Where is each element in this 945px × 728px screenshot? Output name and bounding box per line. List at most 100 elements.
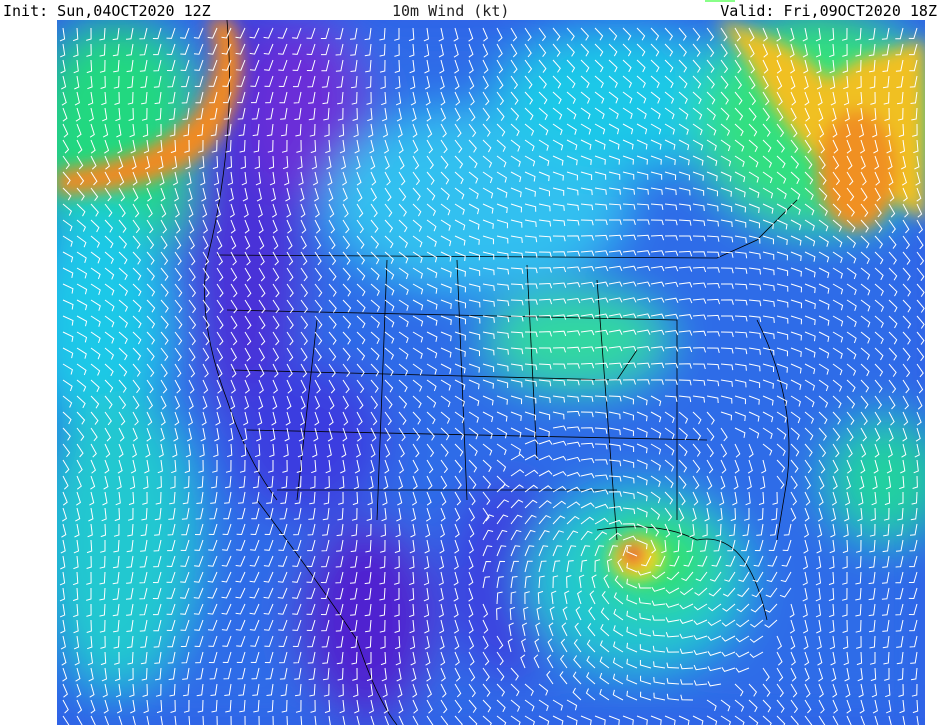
wind-barb [313,427,319,442]
wind-barb [882,619,890,632]
wind-barb [159,427,165,442]
wind-barb [734,155,745,167]
wind-barb [650,265,665,272]
wind-barb [664,91,675,104]
wind-barb [818,315,830,326]
wind-barb [496,27,503,42]
wind-barb [167,651,176,664]
wind-barb [650,329,665,336]
wind-barb [566,187,579,196]
wind-barb [327,427,333,442]
wind-barb [398,251,409,264]
wind-barb [208,523,218,536]
wind-barb [886,459,892,474]
wind-barb [201,187,207,202]
wind-barb [706,219,719,227]
wind-barb [254,155,261,169]
wind-barb [897,107,904,121]
wind-barb [300,347,308,362]
wind-barb [510,484,524,493]
wind-barb [608,545,618,557]
wind-barb [62,411,72,425]
wind-barb [237,491,246,504]
wind-barb [622,379,636,385]
wind-barb [916,219,924,234]
wind-barb [752,571,764,583]
wind-barb [263,603,274,615]
wind-barb [510,453,525,461]
wind-barb [272,395,278,410]
wind-barb [769,523,778,536]
wind-barb [142,683,148,697]
wind-barb [174,203,180,218]
wind-barb [566,235,580,241]
wind-barb [899,139,906,154]
wind-barb [762,251,775,260]
wind-barb [411,107,417,122]
wind-barb [510,576,518,589]
wind-barb [282,155,289,170]
wind-barb [608,203,622,210]
wind-barb [257,203,263,218]
wind-barb [898,492,904,505]
wind-barb [617,558,624,573]
wind-barb [286,347,294,362]
wind-barb [803,523,809,538]
wind-barb [692,347,706,353]
wind-barb [153,555,162,568]
wind-barb [546,654,554,669]
wind-barb [496,107,505,121]
wind-barb [398,203,407,217]
wind-barb [692,411,702,425]
wind-barb [90,395,100,409]
wind-barb [76,123,82,138]
wind-barb [829,635,836,650]
wind-barb [118,155,124,170]
wind-barb [182,107,190,120]
wind-barb [423,43,430,58]
wind-barb [285,187,291,202]
wind-barb [496,459,507,472]
wind-barb [734,187,746,198]
wind-barb [370,715,375,725]
wind-barb [679,587,694,596]
wind-barb [916,251,925,266]
wind-barb [739,555,750,567]
wind-barb [244,299,252,314]
wind-barb [873,139,879,154]
wind-barb [762,299,775,307]
wind-barb [895,27,904,40]
wind-barb [118,315,129,328]
wind-barb [521,622,528,637]
wind-barb [804,347,816,358]
wind-barb [748,171,759,183]
wind-barb [664,475,674,489]
wind-barb [762,203,774,214]
wind-barb [748,27,755,42]
wind-barb [482,91,490,106]
wind-barb [496,715,507,725]
wind-barb [636,75,646,88]
wind-barb [350,43,358,56]
wind-barb [706,171,718,182]
wind-barb [874,299,885,312]
wind-barb [62,299,74,310]
wind-barb [594,155,606,165]
wind-barb [869,635,876,649]
wind-barb [398,331,409,344]
wind-barb [902,267,911,281]
wind-barb [370,187,378,202]
wind-barb [748,235,761,244]
wind-barb [780,571,792,583]
wind-barb [678,266,693,272]
wind-barb [440,107,447,122]
wind-barb [468,123,477,138]
wind-barb [356,171,362,186]
wind-barb [183,683,190,697]
wind-barb [636,155,648,165]
wind-barb [454,507,461,522]
wind-barb [72,571,79,586]
wind-barb [804,155,813,169]
wind-barb [510,591,517,605]
wind-barb [468,635,475,650]
